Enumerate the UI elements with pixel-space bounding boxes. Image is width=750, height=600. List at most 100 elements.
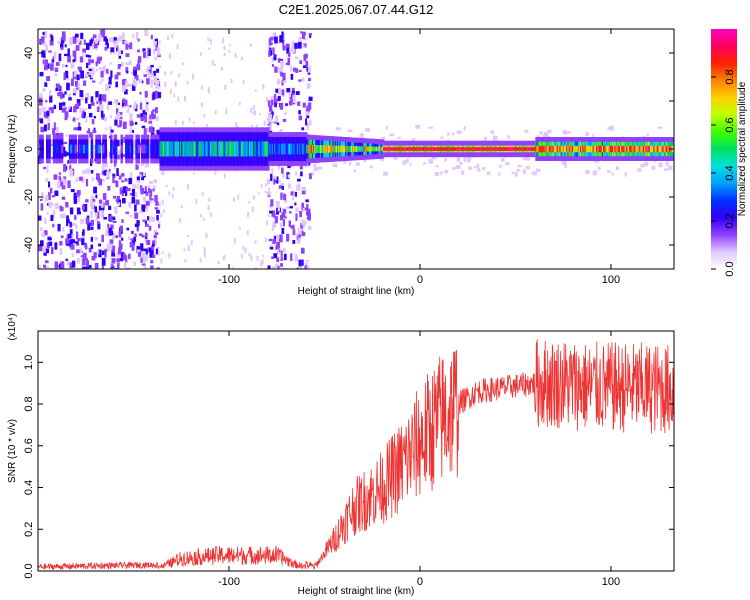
heatmap-cell <box>150 250 154 258</box>
heatmap-cell <box>282 39 285 47</box>
heatmap-cell <box>295 91 300 95</box>
heatmap-cell <box>99 67 103 70</box>
heatmap-cell <box>85 267 90 269</box>
heatmap-cell <box>153 41 157 47</box>
colorbar-tick-label: 0.8 <box>724 69 736 84</box>
heatmap-cell <box>109 239 114 245</box>
heatmap-cell <box>154 107 158 114</box>
heatmap-cell <box>585 131 589 136</box>
heatmap-cell <box>46 144 49 154</box>
heatmap-cell <box>115 180 119 188</box>
heatmap-cell <box>53 174 58 180</box>
heatmap-cell <box>107 243 111 252</box>
heatmap-cell <box>155 248 158 255</box>
heatmap-cell <box>141 251 145 258</box>
heatmap-cell <box>39 199 43 201</box>
heatmap-cell <box>517 164 522 168</box>
heatmap-cell <box>276 257 280 262</box>
heatmap-cell <box>157 54 161 58</box>
heatmap-cell <box>301 32 306 40</box>
heatmap-cell <box>131 230 134 234</box>
heatmap-cell <box>91 67 95 76</box>
heatmap-cell <box>123 262 127 268</box>
heatmap-cell <box>126 70 129 74</box>
heatmap-cell <box>107 186 111 191</box>
heatmap-cell <box>72 59 76 63</box>
heatmap-cell <box>49 187 53 194</box>
colorbar-tick-label: 0.0 <box>724 261 736 276</box>
heatmap-cell <box>304 262 309 268</box>
heatmap-cell <box>74 70 78 77</box>
heatmap-cell <box>45 248 49 254</box>
heatmap-cell <box>53 127 57 130</box>
heatmap-cell <box>264 191 267 194</box>
heatmap-cell <box>130 214 133 218</box>
heatmap-cell <box>85 92 89 100</box>
heatmap-cell <box>327 145 331 153</box>
heatmap-cell <box>127 144 130 154</box>
heatmap-cell <box>254 110 257 116</box>
heatmap-cell <box>122 98 126 103</box>
heatmap-cell <box>38 97 43 106</box>
heatmap-cell <box>62 93 65 98</box>
heatmap-cell <box>477 168 481 172</box>
heatmap-cell <box>182 62 184 66</box>
heatmap-cell <box>294 202 297 206</box>
heatmap-cell <box>89 210 93 215</box>
heatmap-cell <box>281 167 284 174</box>
heatmap-cell <box>54 261 58 269</box>
heatmap-cell <box>71 234 74 239</box>
heatmap-cell <box>149 193 152 202</box>
heatmap-cell <box>616 166 619 171</box>
heatmap-cell <box>482 167 486 170</box>
heatmap-cell <box>118 240 122 249</box>
heatmap-cell <box>347 129 353 133</box>
heatmap-cell <box>125 80 128 88</box>
x-tick-label: 100 <box>602 274 620 286</box>
heatmap-cell <box>303 220 307 225</box>
heatmap-cell <box>59 207 64 212</box>
heatmap-cell <box>281 212 285 218</box>
heatmap-cell <box>302 222 306 229</box>
heatmap-cell <box>290 65 293 72</box>
heatmap-cell <box>145 201 150 206</box>
heatmap-cell <box>121 62 124 67</box>
heatmap-cell <box>121 237 124 241</box>
heatmap-cell <box>132 149 136 155</box>
heatmap-cell <box>268 238 273 242</box>
heatmap-cell <box>75 33 79 38</box>
heatmap-cell <box>136 114 141 118</box>
heatmap-cell <box>402 147 405 151</box>
heatmap-cell <box>136 176 140 181</box>
heatmap-cell <box>302 188 306 191</box>
heatmap-cell <box>112 245 116 253</box>
heatmap-cell <box>92 34 97 39</box>
heatmap-cell <box>270 199 274 207</box>
heatmap-cell <box>154 195 158 202</box>
heatmap-cell <box>411 138 416 141</box>
heatmap-cell <box>76 207 81 215</box>
x-tick-label: 0 <box>417 274 423 286</box>
heatmap-cell <box>287 57 291 66</box>
heatmap-cell <box>67 48 70 57</box>
heatmap-cell <box>240 254 243 259</box>
heatmap-cell <box>188 117 191 122</box>
heatmap-cell <box>148 75 152 78</box>
heatmap-cell <box>38 215 42 221</box>
heatmap-cell <box>146 128 151 133</box>
heatmap-cell <box>91 151 96 159</box>
heatmap-cell <box>306 83 311 89</box>
heatmap-cell <box>143 266 147 269</box>
snr-xlabel: Height of straight line (km) <box>298 586 415 597</box>
heatmap-cell <box>610 126 614 131</box>
heatmap-cell <box>135 121 138 125</box>
heatmap-cell <box>85 245 88 250</box>
heatmap-cell <box>302 31 306 36</box>
heatmap-cell <box>291 45 296 54</box>
heatmap-cell <box>81 177 85 183</box>
heatmap-cell <box>143 74 147 77</box>
heatmap-cell <box>54 73 58 77</box>
heatmap-cell <box>117 202 121 206</box>
heatmap-cell <box>55 88 58 92</box>
heatmap-cell <box>156 267 160 269</box>
